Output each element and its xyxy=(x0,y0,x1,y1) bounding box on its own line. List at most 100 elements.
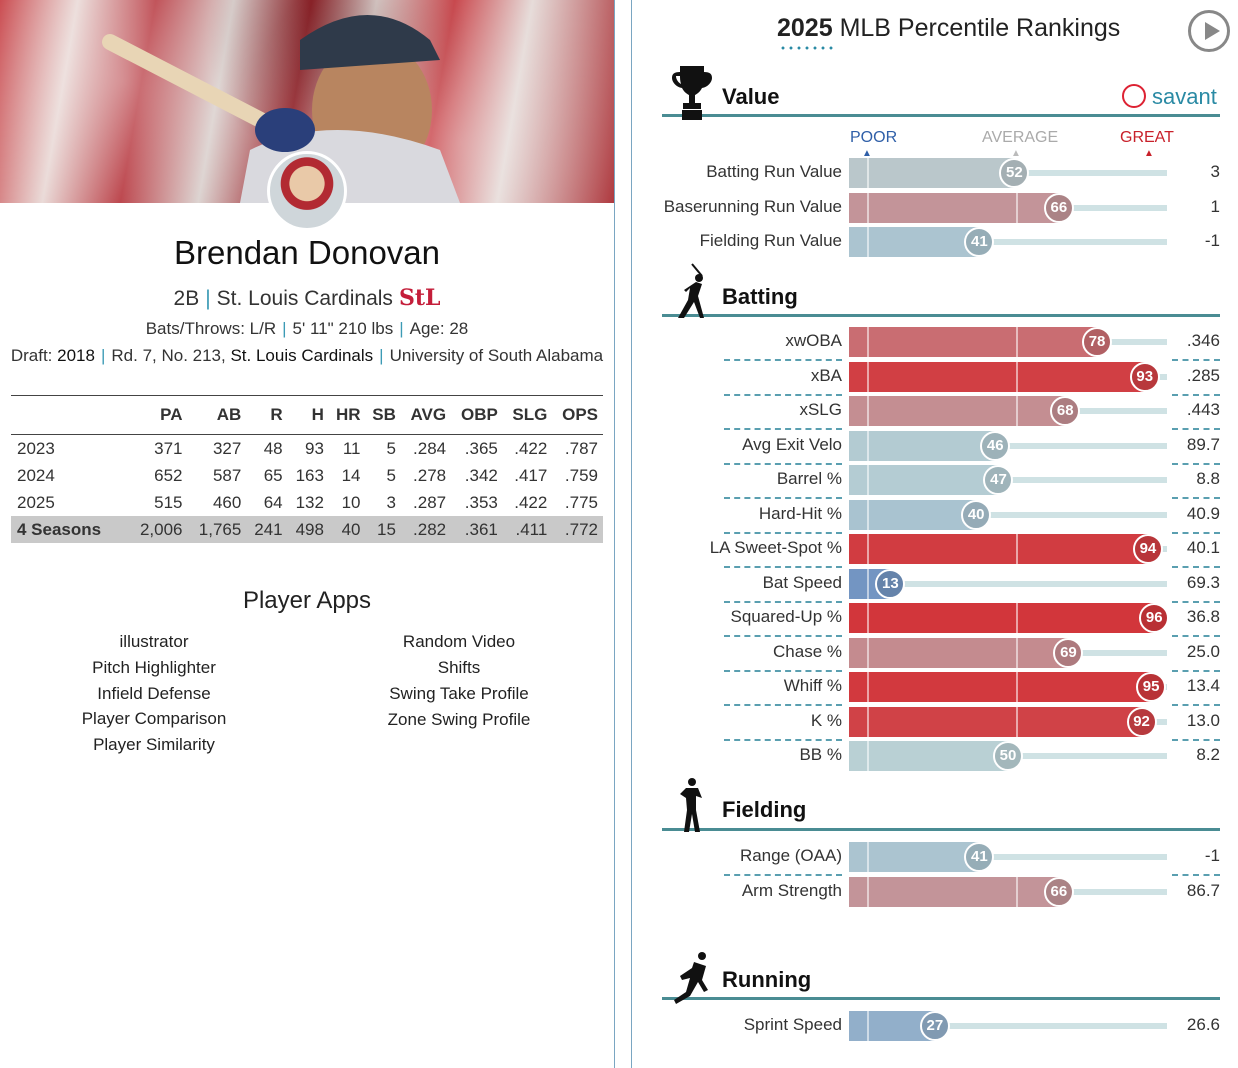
percentile-bar[interactable] xyxy=(849,842,980,872)
stats-cell: 498 xyxy=(287,516,329,543)
metric-label[interactable]: K % xyxy=(810,710,842,730)
row-divider xyxy=(1172,359,1220,361)
metric-label[interactable]: Barrel % xyxy=(776,469,842,488)
draft-team[interactable]: St. Louis Cardinals xyxy=(230,346,374,365)
stats-cell: .422 xyxy=(514,492,548,512)
baseball-icon xyxy=(1122,84,1146,108)
percentile-bar[interactable] xyxy=(849,465,999,495)
percentile-bar[interactable] xyxy=(849,876,1059,907)
percentile-bar[interactable] xyxy=(849,603,1155,633)
app-link[interactable]: Random Video xyxy=(402,632,516,651)
metric-value: 40.9 xyxy=(1186,503,1220,523)
percentile-badge[interactable]: 41 xyxy=(964,842,995,872)
app-link[interactable]: Infield Defense xyxy=(97,683,211,703)
metric-label[interactable]: Hard-Hit % xyxy=(758,503,842,523)
percentile-badge[interactable]: 94 xyxy=(1132,534,1163,564)
metric-label[interactable]: Squared-Up % xyxy=(730,607,842,626)
percentile-bar[interactable] xyxy=(849,741,1008,771)
savant-logo[interactable]: savant xyxy=(1122,84,1217,110)
percentile-bar[interactable] xyxy=(849,499,977,530)
height-weight: 5' 11" 210 lbs xyxy=(292,319,394,338)
player-team[interactable]: St. Louis Cardinals xyxy=(216,287,393,310)
percentile-badge[interactable]: 46 xyxy=(980,430,1011,461)
metric-value: .346 xyxy=(1186,331,1220,350)
percentile-bar[interactable] xyxy=(849,158,1015,188)
percentile-badge[interactable]: 93 xyxy=(1129,361,1160,392)
app-link[interactable]: Swing Take Profile xyxy=(389,684,529,703)
row-divider xyxy=(1172,600,1220,603)
row-divider xyxy=(1172,704,1220,706)
metric-label[interactable]: Whiff % xyxy=(783,676,842,695)
metric-label[interactable]: xSLG xyxy=(799,400,842,419)
metric-label[interactable]: Arm Strength xyxy=(741,880,842,900)
percentile-bar[interactable] xyxy=(849,192,1059,223)
percentile-badge[interactable]: 13 xyxy=(875,568,906,599)
percentile-badge[interactable]: 27 xyxy=(919,1011,950,1041)
percentile-badge[interactable]: 96 xyxy=(1139,603,1170,633)
percentile-bar[interactable] xyxy=(849,361,1145,392)
stats-cell: .422 xyxy=(514,438,548,458)
percentile-bar[interactable] xyxy=(849,227,980,257)
metric-label[interactable]: LA Sweet-Spot % xyxy=(709,538,842,557)
percentile-bar[interactable] xyxy=(849,706,1142,737)
scale-great-arrow-icon: ▲ xyxy=(1144,148,1154,159)
table-row: 2023 371 327 48 93 11 5 .284 .365 .422 .787 xyxy=(11,435,603,463)
percentile-bar[interactable] xyxy=(849,534,1148,564)
percentile-bar[interactable] xyxy=(849,327,1098,357)
app-link[interactable]: Zone Swing Profile xyxy=(387,710,531,729)
percentile-badge[interactable]: 50 xyxy=(993,741,1023,771)
percentile-bar[interactable] xyxy=(849,672,1152,702)
percentile-bar[interactable] xyxy=(849,396,1066,426)
percentile-badge[interactable]: 78 xyxy=(1082,327,1113,357)
percentile-badge[interactable]: 69 xyxy=(1053,637,1084,668)
runner-icon xyxy=(672,950,712,1008)
fielder-icon-graphic xyxy=(680,778,702,832)
percentile-badge[interactable]: 66 xyxy=(1043,876,1074,907)
section-title-value: Value xyxy=(722,84,780,109)
percentile-bar[interactable] xyxy=(849,637,1069,668)
percentile-badge[interactable]: 52 xyxy=(999,158,1030,188)
metric-label[interactable]: BB % xyxy=(799,745,842,764)
scale-guide-line xyxy=(1016,603,1018,633)
player-name: Brendan Donovan xyxy=(173,234,441,271)
metric-label[interactable]: Batting Run Value xyxy=(706,162,842,181)
scale-guide-line xyxy=(867,430,869,461)
metric-label[interactable]: xBA xyxy=(810,365,842,385)
app-link[interactable]: Player Similarity xyxy=(93,735,215,755)
percentile-badge[interactable]: 41 xyxy=(964,227,995,257)
metric-label[interactable]: Bat Speed xyxy=(762,572,842,592)
metric-label[interactable]: Baserunning Run Value xyxy=(663,196,842,216)
metric-label[interactable]: Fielding Run Value xyxy=(699,231,842,250)
stats-cell: 65 xyxy=(263,465,283,485)
stats-header-cell xyxy=(11,395,129,435)
percentile-badge[interactable]: 68 xyxy=(1050,396,1081,426)
app-link[interactable]: illustrator xyxy=(119,632,189,651)
metric-value: 36.8 xyxy=(1186,607,1220,626)
metric-label[interactable]: Range (OAA) xyxy=(739,846,842,865)
metric-label[interactable]: xwOBA xyxy=(785,331,842,350)
year-selector-dots[interactable] xyxy=(779,46,833,50)
row-divider xyxy=(724,462,842,465)
rankings-title-text: MLB Percentile Rankings xyxy=(839,14,1121,42)
app-link[interactable]: Pitch Highlighter xyxy=(92,657,216,677)
percentile-bar[interactable] xyxy=(849,430,996,461)
percentile-badge[interactable]: 66 xyxy=(1043,192,1074,223)
percentile-badge[interactable]: 40 xyxy=(961,499,992,530)
app-link[interactable]: Player Comparison xyxy=(81,709,227,729)
percentile-badge[interactable]: 92 xyxy=(1126,706,1157,737)
scale-guide-line xyxy=(867,672,869,702)
metric-label[interactable]: Chase % xyxy=(773,641,842,661)
stats-cell: 93 xyxy=(305,438,324,458)
percentile-badge[interactable]: 47 xyxy=(983,465,1014,495)
percentile-badge[interactable]: 95 xyxy=(1136,672,1167,702)
row-divider xyxy=(1172,428,1220,430)
scale-poor-arrow-icon: ▲ xyxy=(862,148,872,159)
stats-cell: .353 xyxy=(464,492,498,512)
metric-label[interactable]: Avg Exit Velo xyxy=(742,434,842,454)
play-button[interactable] xyxy=(1188,10,1230,52)
stats-cell: 15 xyxy=(365,516,401,543)
metric-label[interactable]: Sprint Speed xyxy=(743,1015,842,1034)
metric-value: 40.1 xyxy=(1186,538,1220,557)
app-link[interactable]: Shifts xyxy=(437,658,481,677)
scale-guide-line xyxy=(867,327,869,357)
